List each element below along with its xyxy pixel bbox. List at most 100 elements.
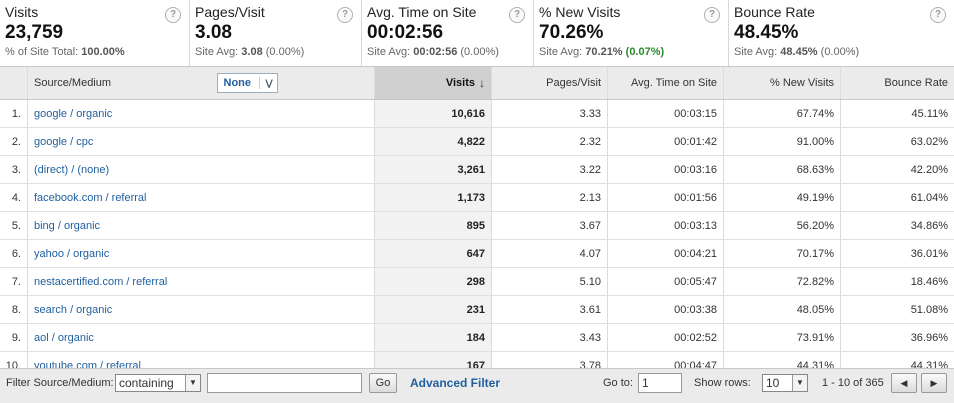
source-link[interactable]: yahoo / organic — [34, 247, 110, 260]
show-rows-value: 10 — [766, 376, 780, 390]
source-link[interactable]: aol / organic — [34, 331, 94, 344]
pages-visit-cell: 3.22 — [492, 156, 608, 183]
source-link[interactable]: google / organic — [34, 107, 113, 120]
metric-comparison: Site Avg: 70.21% (0.07%) — [539, 45, 728, 59]
header-source-medium[interactable]: Source/Medium None ⋁ — [28, 67, 375, 99]
metric-comparison: Site Avg: 3.08 (0.00%) — [195, 45, 361, 59]
row-index: 8. — [0, 296, 28, 323]
row-index: 4. — [0, 184, 28, 211]
header-new-visits[interactable]: % New Visits — [724, 67, 841, 99]
table-body: 1. google / organic 10,616 3.33 00:03:15… — [0, 100, 954, 380]
help-icon[interactable]: ? — [930, 7, 946, 23]
source-link[interactable]: nestacertified.com / referral — [34, 275, 168, 288]
help-icon[interactable]: ? — [165, 7, 181, 23]
metric-comparison-change: (0.07%) — [625, 46, 665, 58]
metric-4: Bounce Rate 48.45% Site Avg: 48.45% (0.0… — [729, 0, 954, 66]
avg-time-cell: 00:04:21 — [608, 240, 724, 267]
metric-comparison-value: 70.21% — [585, 46, 623, 58]
pages-visit-cell: 3.43 — [492, 324, 608, 351]
metric-comparison-change: (0.00%) — [820, 46, 860, 58]
secondary-dimension-select[interactable]: None ⋁ — [216, 73, 278, 93]
bounce-rate-cell: 36.96% — [910, 331, 948, 344]
source-link[interactable]: bing / organic — [34, 219, 101, 232]
row-index: 6. — [0, 240, 28, 267]
avg-time-cell: 00:03:38 — [608, 296, 724, 323]
metric-2: Avg. Time on Site 00:02:56 Site Avg: 00:… — [362, 0, 534, 66]
chevron-down-icon: ▼ — [792, 375, 807, 391]
metric-value: 48.45% — [734, 22, 799, 43]
avg-time-cell: 00:01:42 — [608, 128, 724, 155]
pages-visit-cell: 3.33 — [492, 100, 608, 127]
secondary-dimension-value: None — [223, 77, 252, 89]
data-table: Source/Medium None ⋁ Visits ↓ Pages/Visi… — [0, 67, 954, 380]
bounce-rate-cell: 18.46% — [910, 275, 948, 288]
bounce-rate-cell: 34.86% — [910, 219, 948, 232]
header-avg-time[interactable]: Avg. Time on Site — [608, 67, 724, 99]
arrow-left-icon: ◀ — [900, 378, 908, 388]
help-icon[interactable]: ? — [509, 7, 525, 23]
avg-time-cell: 00:03:13 — [608, 212, 724, 239]
header-new-visits-label: % New Visits — [770, 77, 834, 89]
metric-comparison-prefix: Site Avg: — [539, 46, 586, 58]
go-button[interactable]: Go — [369, 373, 397, 393]
header-bounce-rate[interactable]: Bounce Rate — [841, 67, 954, 99]
source-cell: google / organic — [28, 100, 375, 127]
row-index: 1. — [0, 100, 28, 127]
help-icon[interactable]: ? — [704, 7, 720, 23]
source-cell: google / cpc — [28, 128, 375, 155]
avg-time-cell: 00:01:56 — [608, 184, 724, 211]
table-row: 6. yahoo / organic 647 4.07 00:04:21 70.… — [0, 240, 954, 268]
source-link[interactable]: search / organic — [34, 303, 113, 316]
metric-comparison-prefix: Site Avg: — [734, 46, 781, 58]
bounce-rate-cell: 61.04% — [910, 191, 948, 204]
table-row: 5. bing / organic 895 3.67 00:03:13 56.2… — [0, 212, 954, 240]
visits-cell: 4,822 — [375, 128, 492, 155]
header-source-label[interactable]: Source/Medium — [34, 77, 112, 89]
chevron-down-icon: ▼ — [185, 375, 200, 391]
metric-comparison-value: 48.45% — [780, 46, 818, 58]
new-visits-cell: 67.74% — [724, 100, 841, 127]
metric-value: 00:02:56 — [367, 22, 444, 43]
table-row: 1. google / organic 10,616 3.33 00:03:15… — [0, 100, 954, 128]
goto-page-input[interactable]: 1 — [638, 373, 682, 393]
source-link[interactable]: (direct) / (none) — [34, 163, 110, 176]
filter-mode-select[interactable]: containing ▼ — [115, 374, 201, 392]
source-cell: bing / organic — [28, 212, 375, 239]
metric-3: % New Visits 70.26% Site Avg: 70.21% (0.… — [534, 0, 729, 66]
advanced-filter-link[interactable]: Advanced Filter — [410, 376, 501, 390]
metric-label: % New Visits — [539, 4, 621, 20]
visits-cell: 10,616 — [375, 100, 492, 127]
header-pages-visit[interactable]: Pages/Visit — [492, 67, 608, 99]
metric-comparison-change: (0.00%) — [460, 46, 499, 58]
pages-visit-cell: 3.61 — [492, 296, 608, 323]
help-icon[interactable]: ? — [337, 7, 353, 23]
bounce-rate-cell: 45.11% — [911, 107, 949, 120]
header-visits[interactable]: Visits ↓ — [375, 67, 492, 99]
metric-comparison-prefix: Site Avg: — [195, 46, 242, 58]
visits-cell: 895 — [375, 212, 492, 239]
pages-visit-cell: 2.32 — [492, 128, 608, 155]
metric-label: Visits — [5, 4, 39, 20]
filter-mode-value: containing — [119, 376, 174, 390]
source-cell: aol / organic — [28, 324, 375, 351]
show-rows-label: Show rows: — [694, 377, 751, 389]
header-avg-time-label: Avg. Time on Site — [630, 77, 717, 89]
bounce-rate-cell: 63.02% — [910, 135, 948, 148]
sort-descending-icon: ↓ — [479, 76, 485, 90]
source-link[interactable]: facebook.com / referral — [34, 191, 147, 204]
visits-cell: 231 — [375, 296, 492, 323]
new-visits-cell: 91.00% — [724, 128, 841, 155]
table-footer: Filter Source/Medium: containing ▼ Go Ad… — [0, 368, 954, 403]
prev-page-button[interactable]: ◀ — [891, 373, 917, 393]
next-page-button[interactable]: ▶ — [921, 373, 947, 393]
metric-comparison-prefix: % of Site Total: — [5, 46, 82, 58]
source-link[interactable]: google / cpc — [34, 135, 94, 148]
new-visits-cell: 48.05% — [724, 296, 841, 323]
row-index: 2. — [0, 128, 28, 155]
new-visits-cell: 49.19% — [724, 184, 841, 211]
show-rows-select[interactable]: 10 ▼ — [762, 374, 808, 392]
source-cell: nestacertified.com / referral — [28, 268, 375, 295]
new-visits-cell: 68.63% — [724, 156, 841, 183]
filter-input[interactable] — [207, 373, 362, 393]
goto-label: Go to: — [603, 377, 633, 389]
